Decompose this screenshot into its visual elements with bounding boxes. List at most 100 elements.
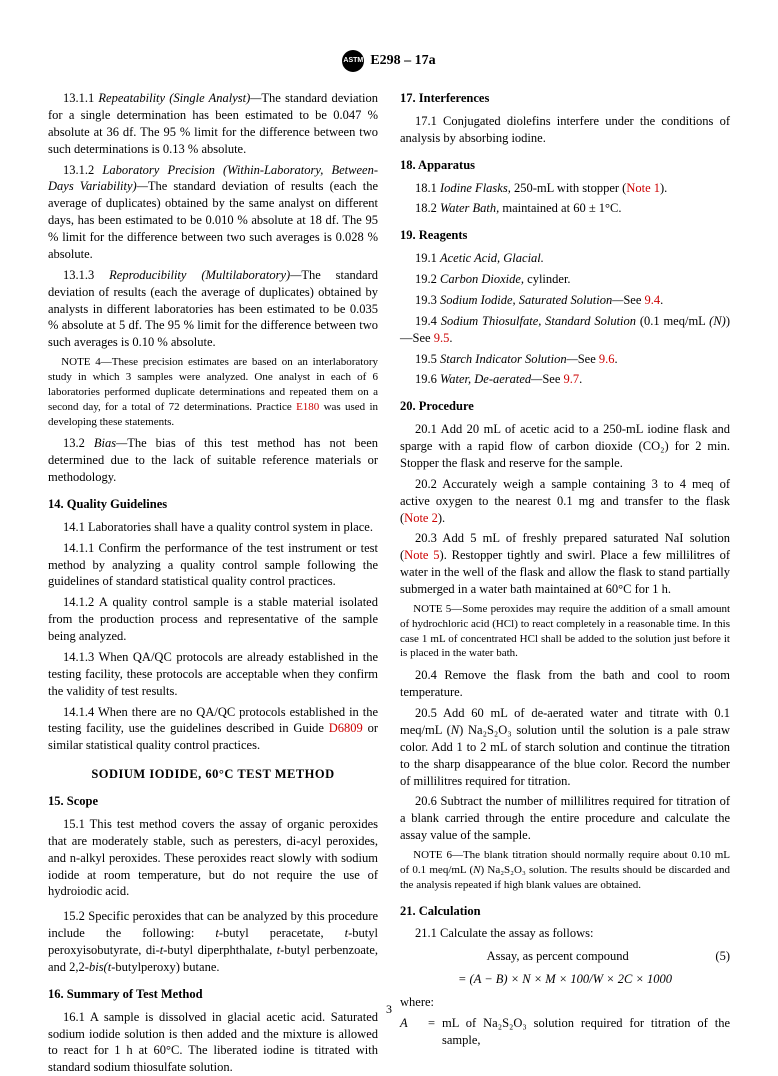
text: 20.2 Accurately weigh a sample containin…	[400, 477, 730, 525]
text: .	[579, 372, 582, 386]
num: 19.3	[415, 293, 440, 307]
italic: (N)	[709, 314, 726, 328]
para-19-6: 19.6 Water, De-aerated—See 9.7.	[400, 371, 730, 388]
ref-link[interactable]: 9.5	[434, 331, 450, 345]
para-20-4: 20.4 Remove the flask from the bath and …	[400, 667, 730, 701]
italic: Water Bath,	[440, 201, 499, 215]
italic: Acetic Acid, Glacial.	[440, 251, 544, 265]
num: 19.1	[415, 251, 440, 265]
para-19-5: 19.5 Starch Indicator Solution—See 9.6.	[400, 351, 730, 368]
para-18-2: 18.2 Water Bath, maintained at 60 ± 1°C.	[400, 200, 730, 217]
para-14-1-4: 14.1.4 When there are no QA/QC protocols…	[48, 704, 378, 755]
italic: Sodium Iodide, Saturated Solution—	[440, 293, 623, 307]
section-19-title: 19. Reagents	[400, 227, 730, 244]
eq-body-text: = (A − B) × N × M × 100/W × 2C × 1000	[458, 972, 672, 986]
para-15-1: 15.1 This test method covers the assay o…	[48, 816, 378, 900]
para-14-1-3: 14.1.3 When QA/QC protocols are already …	[48, 649, 378, 700]
text: cylinder.	[524, 272, 571, 286]
para-18-1: 18.1 Iodine Flasks, 250-mL with stopper …	[400, 180, 730, 197]
section-18-title: 18. Apparatus	[400, 157, 730, 174]
where-row-A: A = mL of Na₂S₂O₃ solution required for …	[400, 1015, 730, 1049]
document-page: ASTM E298 – 17a 13.1.1 Repeatability (Si…	[0, 0, 778, 1041]
para-13-1-2: 13.1.2 Laboratory Precision (Within-Labo…	[48, 162, 378, 263]
text: See	[542, 372, 563, 386]
para-19-3: 19.3 Sodium Iodide, Saturated Solution—S…	[400, 292, 730, 309]
section-20-title: 20. Procedure	[400, 398, 730, 415]
note-6: NOTE 6—The blank titration should normal…	[400, 848, 730, 893]
body-columns: 13.1.1 Repeatability (Single Analyst)—Th…	[48, 90, 730, 1076]
para-20-6: 20.6 Subtract the number of millilitres …	[400, 793, 730, 844]
para-13-1-3: 13.1.3 Reproducibility (Multilaboratory)…	[48, 267, 378, 351]
para-20-3: 20.3 Add 5 mL of freshly prepared satura…	[400, 530, 730, 598]
text: (0.1 meq/mL	[636, 314, 709, 328]
section-14-title: 14. Quality Guidelines	[48, 496, 378, 513]
ref-link[interactable]: 9.7	[564, 372, 580, 386]
heading: Repeatability (Single Analyst)—	[98, 91, 261, 105]
ref-link[interactable]: Note 5	[404, 548, 439, 562]
para-19-4: 19.4 Sodium Thiosulfate, Standard Soluti…	[400, 313, 730, 347]
text: -butyl diperphthalate,	[163, 943, 276, 957]
text: 250-mL with stopper (	[511, 181, 627, 195]
num: 19.6	[415, 372, 440, 386]
num: 18.2	[415, 201, 440, 215]
text: .	[615, 352, 618, 366]
astm-logo-icon: ASTM	[342, 50, 364, 72]
equation-label: Assay, as percent compound (5)	[400, 948, 730, 965]
where-equals: =	[428, 1015, 442, 1049]
para-14-1: 14.1 Laboratories shall have a quality c…	[48, 519, 378, 536]
italic: N	[451, 723, 459, 737]
para-20-2: 20.2 Accurately weigh a sample containin…	[400, 476, 730, 527]
text: ).	[660, 181, 667, 195]
para-14-1-1: 14.1.1 Confirm the performance of the te…	[48, 540, 378, 591]
para-15-2: 15.2 Specific peroxides that can be anal…	[48, 908, 378, 976]
para-20-1: 20.1 Add 20 mL of acetic acid to a 250-m…	[400, 421, 730, 472]
text: .	[449, 331, 452, 345]
section-17-title: 17. Interferences	[400, 90, 730, 107]
num: 13.1.1	[63, 91, 98, 105]
num: 18.1	[415, 181, 440, 195]
text: See	[623, 293, 644, 307]
italic: Water, De-aerated—	[440, 372, 542, 386]
ref-link[interactable]: Note 1	[626, 181, 660, 195]
para-20-5: 20.5 Add 60 mL of de-aerated water and t…	[400, 705, 730, 789]
heading: Reproducibility (Multilaboratory)—	[109, 268, 301, 282]
text: ).	[438, 511, 445, 525]
ref-link[interactable]: Note 2	[404, 511, 438, 525]
italic: Sodium Thiosulfate, Standard Solution	[441, 314, 636, 328]
eq-label-text: Assay, as percent compound	[487, 949, 629, 963]
para-13-1-1: 13.1.1 Repeatability (Single Analyst)—Th…	[48, 90, 378, 158]
num: 13.2	[63, 436, 94, 450]
note-5: NOTE 5—Some peroxides may require the ad…	[400, 602, 730, 661]
ref-link[interactable]: 9.4	[645, 293, 661, 307]
num: 19.2	[415, 272, 440, 286]
note-4: NOTE 4—These precision estimates are bas…	[48, 355, 378, 429]
text: -butylperoxy) butane.	[111, 960, 219, 974]
text: ). Restopper tightly and swirl. Place a …	[400, 548, 730, 596]
para-19-1: 19.1 Acetic Acid, Glacial.	[400, 250, 730, 267]
ref-link[interactable]: D6809	[329, 721, 363, 735]
para-19-2: 19.2 Carbon Dioxide, cylinder.	[400, 271, 730, 288]
text: -butyl peracetate,	[219, 926, 345, 940]
method-title: SODIUM IODIDE, 60°C TEST METHOD	[48, 766, 378, 783]
para-13-2: 13.2 Bias—The bias of this test method h…	[48, 435, 378, 486]
para-21-1: 21.1 Calculate the assay as follows:	[400, 925, 730, 942]
text: .	[660, 293, 663, 307]
text: See	[578, 352, 599, 366]
ref-link[interactable]: 9.6	[599, 352, 615, 366]
para-16-1: 16.1 A sample is dissolved in glacial ac…	[48, 1009, 378, 1076]
ref-link[interactable]: E180	[296, 401, 319, 413]
equation-body: = (A − B) × N × M × 100/W × 2C × 1000	[400, 971, 730, 988]
italic: Iodine Flasks,	[440, 181, 511, 195]
text: maintained at 60 ± 1°C.	[499, 201, 621, 215]
heading: Bias—	[94, 436, 127, 450]
eq-number: (5)	[715, 948, 730, 965]
num: 13.1.2	[63, 163, 102, 177]
num: 19.4	[415, 314, 441, 328]
italic: bis(t	[89, 960, 111, 974]
where-definition: mL of Na₂S₂O₃ solution required for titr…	[442, 1015, 730, 1049]
italic: Starch Indicator Solution—	[440, 352, 578, 366]
page-number: 3	[0, 1001, 778, 1017]
section-15-title: 15. Scope	[48, 793, 378, 810]
standard-designation: E298 – 17a	[370, 52, 435, 71]
page-header: ASTM E298 – 17a	[48, 50, 730, 72]
